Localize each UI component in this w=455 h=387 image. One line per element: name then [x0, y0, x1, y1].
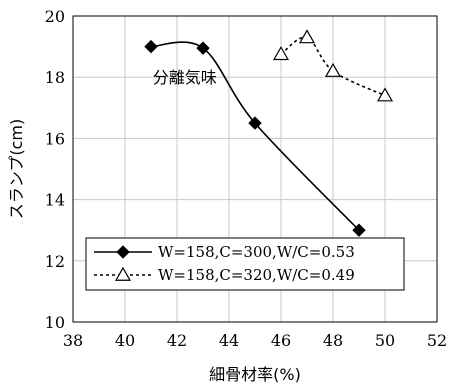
series-2-point	[298, 29, 316, 44]
y-tick-label: 16	[45, 129, 65, 148]
series-1-point	[144, 39, 158, 54]
legend-box	[85, 237, 405, 291]
x-tick-label: 40	[115, 331, 135, 350]
series-2	[272, 29, 394, 102]
series-2-point	[376, 87, 394, 102]
y-tick-label: 10	[45, 313, 65, 332]
y-tick-label: 20	[45, 7, 65, 26]
x-tick-label: 46	[271, 331, 291, 350]
legend-label-series-2: W=158,C=320,W/C=0.49	[158, 266, 355, 284]
legend-line-series-1	[94, 245, 152, 259]
series-1-line	[150, 41, 360, 231]
legend-marker	[114, 266, 132, 281]
series-layer	[144, 29, 394, 237]
y-tick-label: 14	[45, 191, 65, 210]
x-tick-label: 48	[323, 331, 343, 350]
plot-frame	[72, 15, 438, 323]
y-axis-title: スランプ(cm)	[7, 119, 26, 219]
series-2-point	[324, 62, 342, 77]
x-axis-title: 細骨材率(%)	[209, 365, 301, 384]
x-tick-label: 50	[375, 331, 395, 350]
x-tick-label: 42	[167, 331, 187, 350]
series-2-line	[280, 36, 386, 97]
x-tick-label: 52	[427, 331, 447, 350]
y-axis-ticks: 10 12 14 16 18 20	[45, 7, 65, 332]
legend: W=158,C=300,W/C=0.53 W=158,C=320,W/C=0.4…	[85, 237, 405, 291]
x-tick-label: 44	[219, 331, 239, 350]
series-2-point	[272, 46, 290, 61]
x-axis-ticks: 38 40 42 44 46 48 50 52	[63, 331, 447, 350]
annotation-separation: 分離気味	[153, 68, 217, 87]
series-1	[144, 39, 366, 237]
y-tick-label: 12	[45, 252, 65, 271]
series-1-point	[196, 41, 210, 55]
series-1-point	[352, 223, 366, 237]
legend-label-series-1: W=158,C=300,W/C=0.53	[158, 243, 355, 261]
series-1-point	[248, 116, 262, 130]
legend-marker	[116, 245, 130, 259]
y-tick-label: 18	[45, 68, 65, 87]
legend-line-series-2	[94, 266, 152, 281]
x-tick-label: 38	[63, 331, 83, 350]
